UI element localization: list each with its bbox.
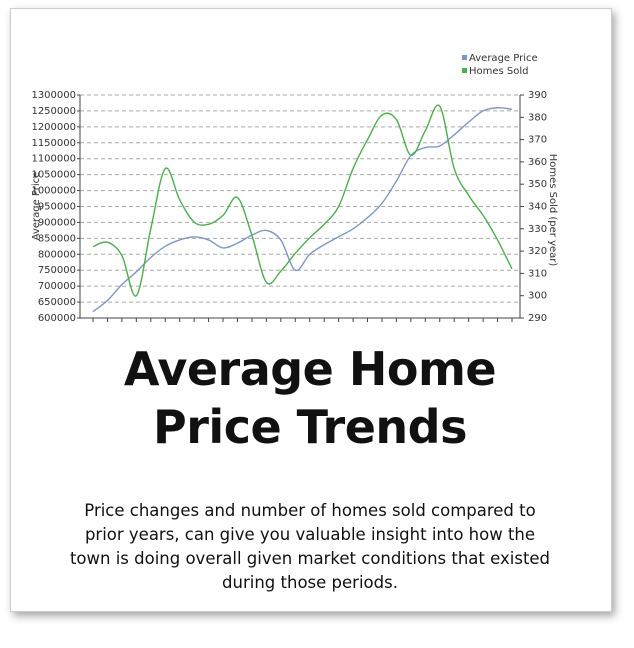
legend-swatch [462, 68, 467, 73]
y-tick-label: 800000 [38, 249, 76, 260]
legend-swatch [462, 55, 467, 60]
y-tick-label: 1250000 [31, 106, 76, 117]
y-tick-label: 1150000 [31, 138, 76, 149]
legend-label: Homes Sold [469, 66, 529, 77]
y-tick-label: 700000 [38, 281, 76, 292]
description: Price changes and number of homes sold c… [69, 501, 551, 592]
y2-tick-label: 360 [528, 157, 547, 168]
y2-tick-label: 350 [528, 179, 547, 190]
legend-label: Average Price [469, 53, 538, 64]
y-tick-label: 1000000 [31, 186, 76, 197]
y-tick-label: 1050000 [31, 170, 76, 181]
y2-tick-label: 340 [528, 202, 547, 213]
y-tick-label: 1100000 [31, 154, 76, 165]
y2-tick-label: 330 [528, 224, 547, 235]
y2-tick-label: 300 [528, 291, 547, 302]
y-tick-label: 1300000 [31, 90, 76, 101]
y2-tick-label: 370 [528, 135, 547, 146]
series-line [92, 104, 513, 297]
series-line [92, 107, 513, 313]
y2-tick-label: 390 [528, 90, 547, 101]
y2-tick-label: 310 [528, 268, 547, 279]
y-tick-label: 750000 [38, 265, 76, 276]
y-axis-label: Average Price [31, 172, 42, 241]
y-tick-label: 1200000 [31, 122, 76, 133]
y2-tick-label: 290 [528, 313, 547, 324]
y-tick-label: 950000 [38, 202, 76, 213]
y2-tick-label: 320 [528, 246, 547, 257]
y-tick-label: 850000 [38, 233, 76, 244]
y-tick-label: 900000 [38, 217, 76, 228]
y-tick-label: 600000 [38, 313, 76, 324]
y2-axis-label: Homes Sold (per year) [547, 154, 558, 267]
headline: Average Home Price Trends [123, 342, 497, 454]
y2-tick-label: 380 [528, 112, 547, 123]
y-tick-label: 650000 [38, 297, 76, 308]
